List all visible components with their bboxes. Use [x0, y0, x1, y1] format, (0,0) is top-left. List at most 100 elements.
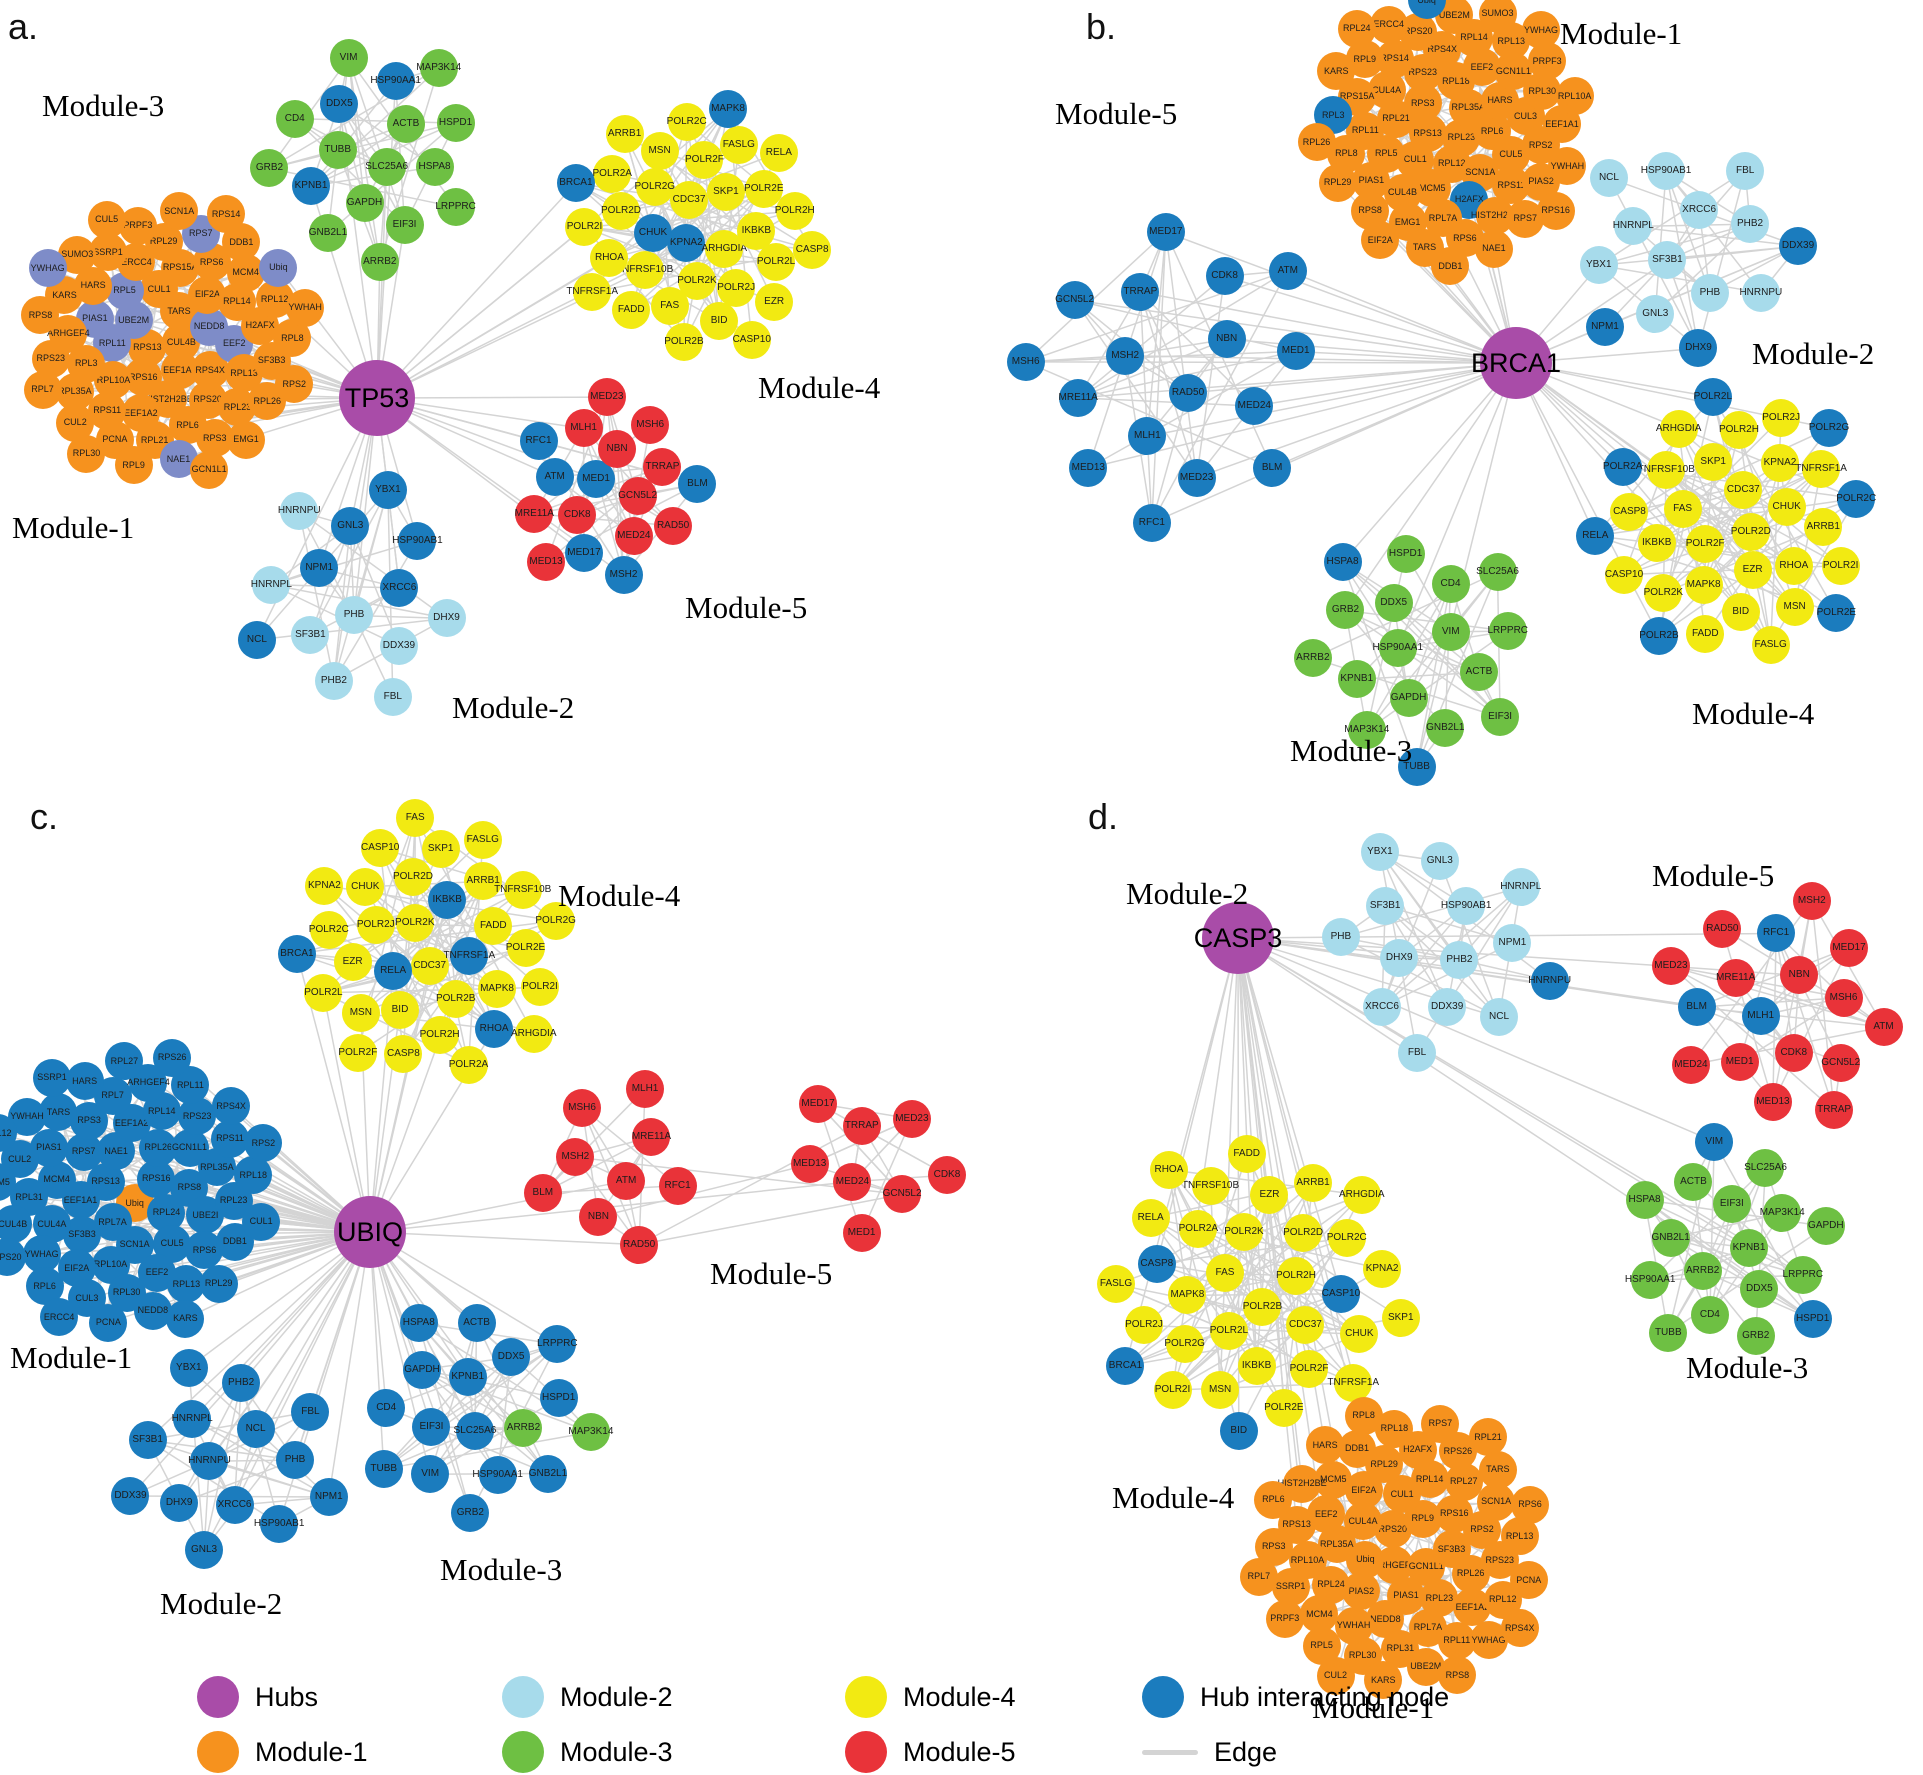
- network-node-FAS[interactable]: FAS: [650, 287, 689, 326]
- network-node-YBX1[interactable]: YBX1: [1360, 833, 1399, 872]
- network-node-LRPPRC[interactable]: LRPPRC: [537, 1325, 578, 1364]
- network-node-VIM[interactable]: VIM: [1431, 612, 1470, 651]
- network-node-MSN[interactable]: MSN: [1201, 1371, 1240, 1409]
- network-node-POLR2F[interactable]: POLR2F: [338, 1034, 377, 1073]
- network-node-BRCA1[interactable]: BRCA1: [556, 164, 595, 203]
- network-node-CD4[interactable]: CD4: [1431, 564, 1470, 603]
- network-node-RPL8[interactable]: RPL8: [1344, 1396, 1383, 1435]
- network-node-MSH6[interactable]: MSH6: [631, 405, 670, 444]
- network-node-GAPDH[interactable]: GAPDH: [1806, 1207, 1845, 1246]
- network-node-ARHGDIA[interactable]: ARHGDIA: [511, 1014, 557, 1053]
- network-node-MLH1[interactable]: MLH1: [626, 1070, 665, 1109]
- network-node-RELA[interactable]: RELA: [1576, 516, 1615, 555]
- network-node-MLH1[interactable]: MLH1: [1128, 417, 1167, 456]
- network-node-MSN[interactable]: MSN: [1775, 588, 1814, 626]
- network-node-ARHGDIA[interactable]: ARHGDIA: [702, 229, 747, 268]
- network-node-CASP8[interactable]: CASP8: [793, 230, 832, 269]
- network-node-SSRP1[interactable]: SSRP1: [88, 233, 127, 272]
- network-node-IKBKB[interactable]: IKBKB: [1637, 523, 1676, 562]
- network-node-POLR2D[interactable]: POLR2D: [393, 858, 433, 897]
- network-node-EZR[interactable]: EZR: [755, 282, 794, 321]
- network-node-NPM1[interactable]: NPM1: [309, 1478, 348, 1517]
- network-node-CDC37[interactable]: CDC37: [1286, 1306, 1325, 1345]
- network-node-GCN1L1[interactable]: GCN1L1: [190, 450, 229, 489]
- network-node-FASLG[interactable]: FASLG: [1751, 625, 1790, 664]
- network-node-POLR2E[interactable]: POLR2E: [744, 169, 784, 208]
- network-node-SLC25A6[interactable]: SLC25A6: [1476, 553, 1519, 592]
- network-node-POLR2B[interactable]: POLR2B: [1243, 1288, 1282, 1327]
- network-node-HNRNPL[interactable]: HNRNPL: [1613, 207, 1654, 246]
- network-node-HNRNPU[interactable]: HNRNPU: [1528, 961, 1571, 1000]
- network-node-POLR2G[interactable]: POLR2G: [1809, 409, 1849, 448]
- network-node-RPL27[interactable]: RPL27: [105, 1042, 144, 1081]
- network-node-CASP8[interactable]: CASP8: [1610, 492, 1649, 531]
- network-node-HNRNPU[interactable]: HNRNPU: [1739, 273, 1782, 312]
- network-node-TNFRSF10B[interactable]: TNFRSF10B: [1638, 450, 1695, 489]
- network-node-GNB2L1[interactable]: GNB2L1: [309, 214, 347, 253]
- network-node-KPNB1[interactable]: KPNB1: [292, 166, 331, 205]
- network-node-SLC25A6[interactable]: SLC25A6: [365, 148, 408, 187]
- network-node-RPL13[interactable]: RPL13: [167, 1265, 206, 1304]
- network-node-POLR2H[interactable]: POLR2H: [420, 1015, 460, 1054]
- network-node-Ubiq[interactable]: Ubiq: [259, 248, 298, 287]
- network-node-POLR2J[interactable]: POLR2J: [1124, 1306, 1163, 1345]
- network-node-IKBKB[interactable]: IKBKB: [1237, 1346, 1276, 1385]
- network-node-CASP10[interactable]: CASP10: [361, 829, 399, 868]
- network-node-POLR2E[interactable]: POLR2E: [1817, 594, 1856, 633]
- network-node-MSH6[interactable]: MSH6: [1824, 978, 1863, 1017]
- network-node-MED1[interactable]: MED1: [1276, 332, 1315, 371]
- network-node-GRB2[interactable]: GRB2: [1326, 591, 1365, 630]
- network-node-RPL6[interactable]: RPL6: [1254, 1480, 1293, 1519]
- network-node-POLR2L[interactable]: POLR2L: [304, 973, 343, 1012]
- network-node-KPNA2[interactable]: KPNA2: [667, 223, 706, 262]
- network-node-EZR[interactable]: EZR: [333, 943, 372, 982]
- network-node-MED23[interactable]: MED23: [892, 1099, 931, 1138]
- network-node-HSPD1[interactable]: HSPD1: [539, 1379, 578, 1418]
- network-node-ERCC4[interactable]: ERCC4: [1369, 5, 1408, 44]
- network-node-CHUK[interactable]: CHUK: [346, 867, 385, 906]
- network-node-MED13[interactable]: MED13: [1069, 449, 1108, 488]
- network-node-HARS[interactable]: HARS: [1306, 1426, 1345, 1465]
- network-node-POLR2F[interactable]: POLR2F: [685, 140, 724, 179]
- network-node-GRB2[interactable]: GRB2: [1736, 1317, 1775, 1356]
- network-node-MED23[interactable]: MED23: [587, 378, 626, 417]
- network-node-DDX5[interactable]: DDX5: [492, 1338, 531, 1377]
- network-node-POLR2B[interactable]: POLR2B: [664, 323, 704, 362]
- network-node-POLR2D[interactable]: POLR2D: [1283, 1214, 1323, 1253]
- network-node-CDC37[interactable]: CDC37: [670, 181, 709, 220]
- network-node-NCL[interactable]: NCL: [236, 1410, 275, 1449]
- network-node-ATM[interactable]: ATM: [1864, 1007, 1903, 1046]
- network-node-RPS7[interactable]: RPS7: [1421, 1404, 1460, 1443]
- network-node-HNRNPL[interactable]: HNRNPL: [251, 565, 292, 604]
- network-node-KPNA2[interactable]: KPNA2: [1760, 444, 1799, 483]
- network-node-TUBB[interactable]: TUBB: [1397, 747, 1436, 786]
- network-node-YWHAG[interactable]: YWHAG: [22, 1235, 61, 1274]
- network-node-KARS[interactable]: KARS: [1364, 1661, 1403, 1700]
- network-node-ARRB2[interactable]: ARRB2: [360, 243, 399, 282]
- network-node-RFC1[interactable]: RFC1: [1757, 914, 1796, 953]
- network-node-POLR2D[interactable]: POLR2D: [1731, 512, 1771, 551]
- network-node-FAS[interactable]: FAS: [1205, 1254, 1244, 1293]
- network-node-DHX9[interactable]: DHX9: [427, 599, 466, 638]
- network-node-ACTB[interactable]: ACTB: [386, 105, 425, 144]
- network-node-FADD[interactable]: FADD: [1686, 615, 1725, 654]
- network-node-TUBB[interactable]: TUBB: [1649, 1313, 1688, 1352]
- network-node-EIF3I[interactable]: EIF3I: [1712, 1185, 1751, 1224]
- network-node-TNFRSF1A[interactable]: TNFRSF1A: [1327, 1363, 1379, 1402]
- network-node-GNL3[interactable]: GNL3: [1636, 294, 1675, 333]
- network-node-NPM1[interactable]: NPM1: [1585, 307, 1624, 346]
- network-node-CD4[interactable]: CD4: [1690, 1296, 1729, 1335]
- network-node-SF3B1[interactable]: SF3B1: [128, 1421, 167, 1460]
- network-node-TUBB[interactable]: TUBB: [318, 130, 357, 169]
- network-node-RAD50[interactable]: RAD50: [620, 1225, 659, 1264]
- network-node-RPL24[interactable]: RPL24: [1337, 9, 1376, 48]
- network-node-SLC25A6[interactable]: SLC25A6: [454, 1411, 496, 1450]
- network-node-HSP90AB1[interactable]: HSP90AB1: [1641, 152, 1691, 191]
- network-node-PRPF3[interactable]: PRPF3: [1528, 42, 1567, 81]
- network-node-CASP10[interactable]: CASP10: [733, 320, 771, 359]
- network-node-TNFRSF10B[interactable]: TNFRSF10B: [1182, 1167, 1239, 1206]
- network-node-POLR2H[interactable]: POLR2H: [1276, 1257, 1316, 1296]
- network-node-CDK8[interactable]: CDK8: [1774, 1034, 1813, 1073]
- network-node-POLR2B[interactable]: POLR2B: [436, 979, 475, 1018]
- network-node-KARS[interactable]: KARS: [1317, 52, 1356, 91]
